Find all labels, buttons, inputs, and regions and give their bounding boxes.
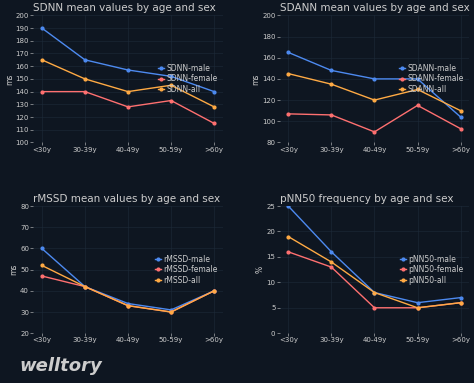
rMSSD-male bbox=[82, 284, 88, 289]
SDANN-male bbox=[328, 68, 334, 73]
pNN50-all bbox=[328, 260, 334, 264]
SDANN-all bbox=[328, 82, 334, 87]
rMSSD-male bbox=[168, 308, 174, 312]
Text: pNN50 frequency by age and sex: pNN50 frequency by age and sex bbox=[280, 194, 453, 204]
Y-axis label: %: % bbox=[256, 266, 265, 273]
SDANN-male bbox=[372, 77, 377, 81]
pNN50-male bbox=[372, 290, 377, 295]
rMSSD-all bbox=[168, 310, 174, 314]
Legend: SDNN-male, SDNN-female, SDNN-all: SDNN-male, SDNN-female, SDNN-all bbox=[156, 62, 219, 95]
Line: SDNN-all: SDNN-all bbox=[40, 59, 216, 108]
SDNN-male bbox=[125, 68, 131, 72]
SDANN-all bbox=[372, 98, 377, 102]
rMSSD-male bbox=[211, 288, 217, 293]
Line: rMSSD-male: rMSSD-male bbox=[40, 247, 216, 311]
Line: SDNN-female: SDNN-female bbox=[40, 90, 216, 125]
SDANN-all bbox=[285, 71, 291, 76]
pNN50-all bbox=[285, 234, 291, 239]
rMSSD-female bbox=[168, 310, 174, 314]
SDNN-all bbox=[39, 57, 45, 62]
SDANN-female bbox=[458, 126, 464, 131]
SDANN-male bbox=[458, 115, 464, 119]
pNN50-female bbox=[372, 306, 377, 310]
SDNN-all bbox=[168, 83, 174, 88]
rMSSD-female bbox=[39, 274, 45, 278]
Text: rMSSD mean values by age and sex: rMSSD mean values by age and sex bbox=[33, 194, 220, 204]
Y-axis label: ms: ms bbox=[9, 264, 18, 275]
SDNN-male bbox=[168, 74, 174, 79]
rMSSD-male bbox=[39, 246, 45, 251]
rMSSD-all bbox=[82, 284, 88, 289]
Text: SDNN mean values by age and sex: SDNN mean values by age and sex bbox=[33, 3, 216, 13]
pNN50-female bbox=[285, 250, 291, 254]
rMSSD-female bbox=[125, 303, 131, 308]
pNN50-female bbox=[415, 306, 420, 310]
pNN50-all bbox=[415, 306, 420, 310]
SDNN-female bbox=[168, 98, 174, 103]
Line: SDANN-female: SDANN-female bbox=[287, 104, 462, 133]
Line: rMSSD-female: rMSSD-female bbox=[40, 275, 216, 313]
pNN50-male bbox=[415, 300, 420, 305]
SDANN-female bbox=[285, 111, 291, 116]
Legend: SDANN-male, SDANN-female, SDANN-all: SDANN-male, SDANN-female, SDANN-all bbox=[398, 62, 465, 95]
Y-axis label: ms: ms bbox=[252, 73, 261, 85]
Legend: pNN50-male, pNN50-female, pNN50-all: pNN50-male, pNN50-female, pNN50-all bbox=[399, 253, 465, 286]
SDANN-male bbox=[285, 50, 291, 55]
SDNN-female bbox=[211, 121, 217, 126]
SDANN-female bbox=[372, 129, 377, 134]
SDANN-male bbox=[415, 77, 420, 81]
SDNN-female bbox=[125, 105, 131, 109]
SDNN-all bbox=[125, 89, 131, 94]
pNN50-all bbox=[372, 290, 377, 295]
rMSSD-female bbox=[82, 284, 88, 289]
Line: pNN50-male: pNN50-male bbox=[287, 205, 462, 304]
pNN50-male bbox=[458, 295, 464, 300]
SDNN-female bbox=[39, 89, 45, 94]
SDNN-male bbox=[82, 57, 88, 62]
SDNN-male bbox=[39, 26, 45, 30]
rMSSD-all bbox=[211, 288, 217, 293]
SDANN-female bbox=[328, 113, 334, 117]
Legend: rMSSD-male, rMSSD-female, rMSSD-all: rMSSD-male, rMSSD-female, rMSSD-all bbox=[153, 253, 219, 286]
Line: SDANN-male: SDANN-male bbox=[287, 51, 462, 118]
SDNN-female bbox=[82, 89, 88, 94]
pNN50-female bbox=[328, 265, 334, 269]
pNN50-female bbox=[458, 300, 464, 305]
SDNN-all bbox=[82, 77, 88, 81]
Line: pNN50-all: pNN50-all bbox=[287, 235, 462, 309]
rMSSD-male bbox=[125, 301, 131, 306]
rMSSD-all bbox=[39, 263, 45, 268]
SDANN-female bbox=[415, 103, 420, 108]
pNN50-all bbox=[458, 300, 464, 305]
pNN50-male bbox=[285, 204, 291, 208]
SDNN-all bbox=[211, 105, 217, 109]
SDANN-all bbox=[458, 108, 464, 113]
Line: rMSSD-all: rMSSD-all bbox=[40, 264, 216, 313]
SDANN-all bbox=[415, 87, 420, 92]
rMSSD-all bbox=[125, 303, 131, 308]
Line: SDANN-all: SDANN-all bbox=[287, 72, 462, 112]
pNN50-male bbox=[328, 250, 334, 254]
Text: welltory: welltory bbox=[19, 357, 102, 375]
rMSSD-female bbox=[211, 288, 217, 293]
SDNN-male bbox=[211, 89, 217, 94]
Y-axis label: ms: ms bbox=[5, 73, 14, 85]
Text: SDANN mean values by age and sex: SDANN mean values by age and sex bbox=[280, 3, 469, 13]
Line: SDNN-male: SDNN-male bbox=[40, 27, 216, 93]
Line: pNN50-female: pNN50-female bbox=[287, 250, 462, 309]
